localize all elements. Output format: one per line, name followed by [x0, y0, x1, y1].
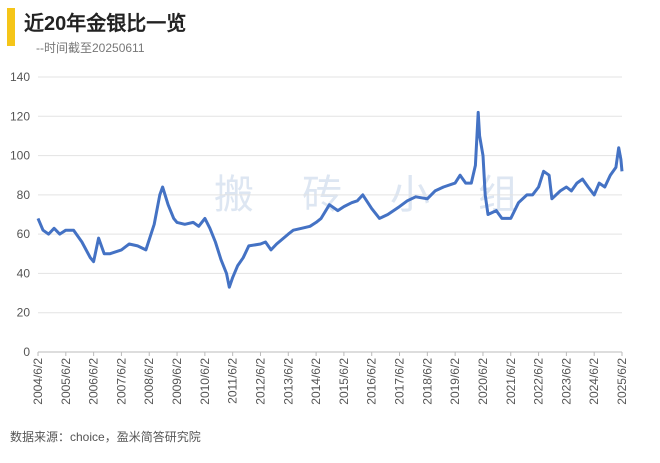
x-tick-label: 2008/6/2	[142, 358, 156, 405]
x-tick-label: 2007/6/2	[114, 358, 128, 405]
source: 数据来源：choice，盈米简答研究院	[10, 429, 201, 444]
x-tick-label: 2023/6/2	[559, 358, 573, 405]
x-tick-label: 2015/6/2	[337, 358, 351, 405]
data-line	[36, 110, 624, 289]
x-tick-label: 2021/6/2	[504, 358, 518, 405]
x-tick-label: 2011/6/2	[226, 358, 240, 404]
x-tick-label: 2024/6/2	[587, 358, 601, 405]
y-tick-label: 20	[17, 306, 31, 320]
x-tick-label: 2018/6/2	[420, 358, 434, 405]
x-tick-label: 2016/6/2	[365, 358, 379, 405]
chart-title: 近20年金银比一览	[24, 11, 186, 35]
x-tick-label: 2020/6/2	[476, 358, 490, 405]
y-tick-label: 40	[17, 266, 31, 280]
x-tick-label: 2006/6/2	[87, 358, 101, 405]
y-tick-label: 80	[17, 188, 31, 202]
title-bar	[7, 8, 15, 46]
x-tick-label: 2009/6/2	[170, 358, 184, 405]
x-tick-label: 2019/6/2	[448, 358, 462, 405]
x-tick-label: 2017/6/2	[393, 358, 407, 405]
x-tick-label: 2010/6/2	[198, 358, 212, 405]
x-tick-label: 2014/6/2	[309, 358, 323, 405]
x-tick-label: 2012/6/2	[253, 358, 267, 405]
y-tick-label: 60	[17, 227, 31, 241]
x-tick-label: 2022/6/2	[532, 358, 546, 405]
x-tick-label: 2005/6/2	[59, 358, 73, 405]
y-tick-label: 0	[23, 345, 30, 359]
subtitle: --时间截至20250611	[36, 41, 145, 55]
y-tick-label: 100	[10, 149, 30, 163]
x-tick-label: 2025/6/2	[615, 358, 629, 405]
x-tick-label: 2013/6/2	[281, 358, 295, 405]
y-tick-label: 140	[10, 70, 30, 84]
x-tick-label: 2004/6/2	[31, 358, 45, 405]
y-tick-label: 120	[10, 109, 30, 123]
